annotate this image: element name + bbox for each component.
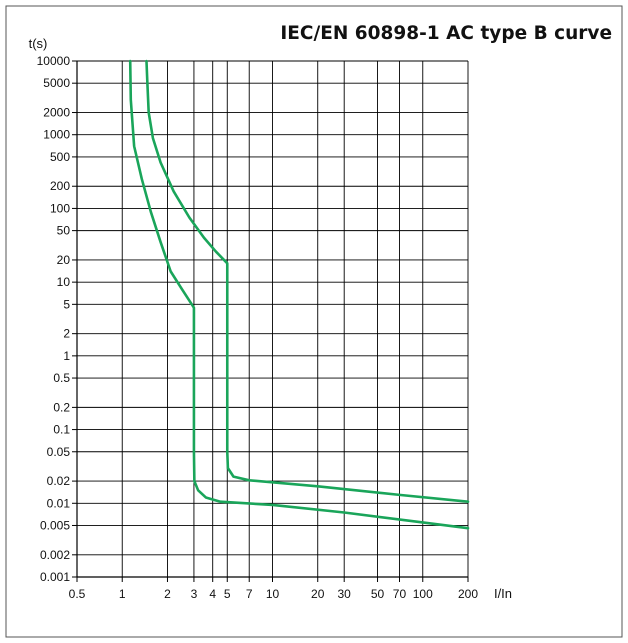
y-tick-label: 2000 xyxy=(43,106,70,120)
x-axis-label: I/In xyxy=(494,586,512,601)
series-layer xyxy=(128,59,470,530)
x-tick-label: 1 xyxy=(119,587,126,601)
x-tick-label: 100 xyxy=(413,587,433,601)
y-tick-label: 100 xyxy=(50,201,70,215)
x-tick-label: 3 xyxy=(191,587,198,601)
y-tick-label: 0.005 xyxy=(40,518,70,532)
y-tick-label: 1 xyxy=(63,349,70,363)
y-tick-label: 2 xyxy=(63,327,70,341)
y-tick-label: 0.05 xyxy=(47,445,71,459)
y-tick-label: 0.002 xyxy=(40,548,70,562)
x-tick-label: 70 xyxy=(393,587,407,601)
y-tick-label: 500 xyxy=(50,150,70,164)
grid xyxy=(72,60,469,582)
x-tick-label: 20 xyxy=(311,587,325,601)
y-tick-label: 0.02 xyxy=(47,474,71,488)
y-tick-label: 5 xyxy=(63,297,70,311)
y-tick-label: 0.1 xyxy=(53,423,70,437)
y-tick-label: 10 xyxy=(57,275,71,289)
trip-curve-line-2 xyxy=(145,59,470,504)
x-tick-label: 4 xyxy=(209,587,216,601)
trip-curve-line-1 xyxy=(128,59,470,530)
x-tick-label: 30 xyxy=(338,587,352,601)
x-tick-label: 50 xyxy=(371,587,385,601)
x-tick-label: 2 xyxy=(164,587,171,601)
y-axis-label: t(s) xyxy=(29,36,48,51)
x-tick-label: 7 xyxy=(246,587,253,601)
y-tick-label: 20 xyxy=(57,253,71,267)
y-tick-label: 200 xyxy=(50,179,70,193)
y-tick-label: 50 xyxy=(57,224,71,238)
chart-border xyxy=(5,5,623,638)
y-tick-label: 10000 xyxy=(37,54,71,68)
x-tick-labels: 0.5 1 2 3 4 5 7 10 20 30 50 70 100 200 xyxy=(69,587,479,601)
x-tick-label: 200 xyxy=(458,587,478,601)
y-tick-label: 1000 xyxy=(43,128,70,142)
y-tick-labels: 10000 5000 2000 1000 500 200 100 50 20 10 5 2 1 0.5 0.… xyxy=(37,54,71,584)
x-tick-label: 10 xyxy=(266,587,280,601)
y-tick-label: 0.01 xyxy=(47,496,71,510)
y-tick-label: 5000 xyxy=(43,76,70,90)
y-tick-label: 0.5 xyxy=(53,371,70,385)
x-tick-label: 5 xyxy=(224,587,231,601)
y-tick-label: 0.2 xyxy=(53,400,70,414)
chart-title: IEC/EN 60898-1 AC type B curve xyxy=(280,23,612,44)
x-tick-label: 0.5 xyxy=(69,587,86,601)
y-tick-label: 0.001 xyxy=(40,570,70,584)
